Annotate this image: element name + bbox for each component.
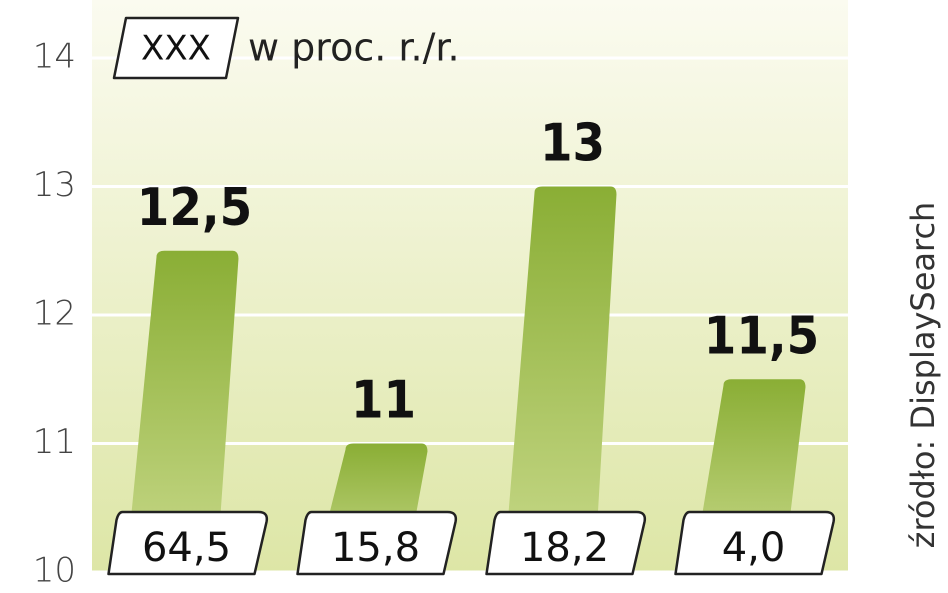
value-label: 11,5	[704, 306, 819, 366]
y-tick-label: 14	[33, 37, 76, 77]
category-box	[107, 510, 269, 576]
y-tick-label: 10	[33, 551, 76, 591]
value-label: 13	[540, 114, 605, 174]
x-tick-label: 15,8	[331, 525, 420, 571]
x-tick-label: 64,5	[142, 525, 231, 571]
legend-box	[112, 16, 240, 80]
y-tick-label: 12	[33, 294, 76, 334]
category-box	[485, 510, 647, 576]
y-tick-label: 13	[33, 165, 76, 205]
x-tick-label: 18,2	[520, 525, 609, 571]
y-tick-label: 11	[33, 422, 76, 462]
legend-box-label: XXX	[141, 29, 211, 69]
bar	[503, 186, 617, 572]
x-tick-label: 4,0	[722, 525, 786, 571]
value-label: 11	[351, 371, 416, 431]
subtitle: w proc. r./r.	[248, 26, 460, 70]
category-box	[296, 510, 458, 576]
source: źródło: DisplaySearch	[904, 202, 942, 549]
category-box	[674, 510, 836, 576]
bar	[125, 250, 239, 572]
value-label: 12,5	[137, 178, 252, 238]
